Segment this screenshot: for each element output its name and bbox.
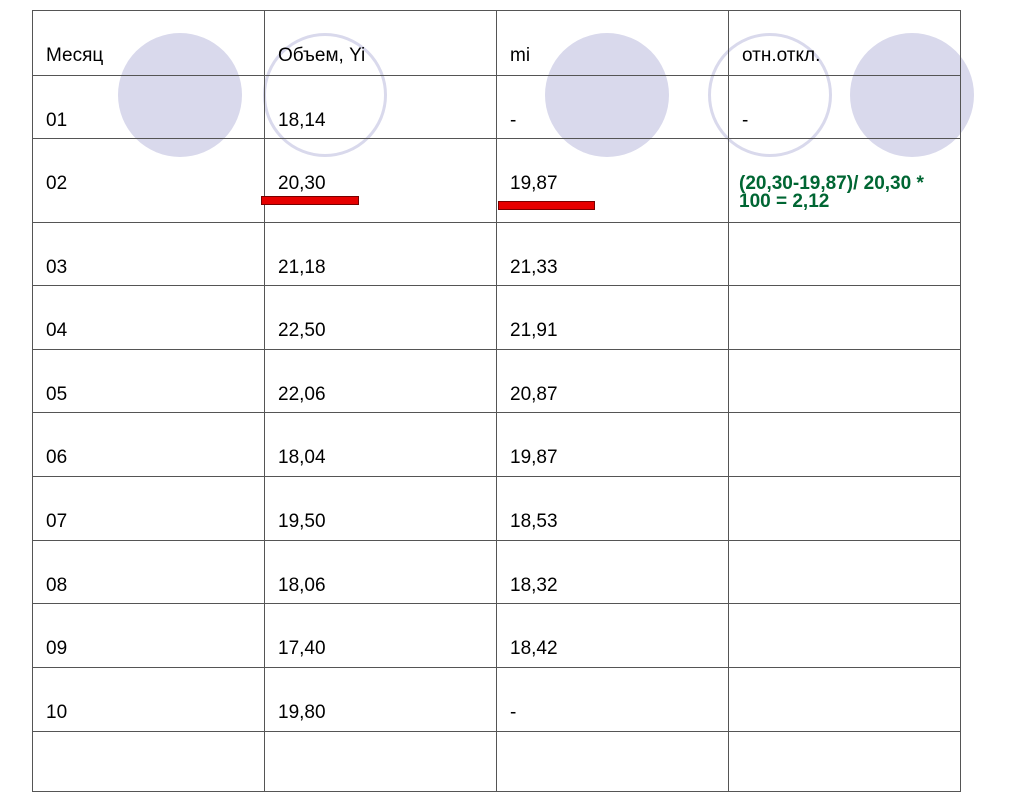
cell-volume: 18,06	[264, 540, 497, 604]
cell-month: 01	[32, 75, 265, 139]
cell-rel-dev	[728, 731, 961, 792]
header-month: Месяц	[32, 10, 265, 76]
header-rel-dev: отн.откл.	[728, 10, 961, 76]
cell-volume: 19,80	[264, 667, 497, 732]
table-row: 02 20,30 19,87 (20,30-19,87)/ 20,30 * 10…	[32, 138, 961, 223]
table-row: 01 18,14 - -	[32, 75, 961, 139]
cell-mi: -	[496, 667, 729, 732]
data-table: Месяц Объем, Yi mi отн.откл. 01 18,14 - …	[32, 10, 961, 792]
cell-volume: 21,18	[264, 222, 497, 286]
cell-volume: 20,30	[264, 138, 497, 223]
cell-month: 09	[32, 603, 265, 668]
cell-month: 03	[32, 222, 265, 286]
red-underline-volume	[261, 196, 359, 205]
cell-rel-dev	[728, 222, 961, 286]
cell-month: 10	[32, 667, 265, 732]
table-row: 08 18,06 18,32	[32, 540, 961, 604]
cell-rel-dev	[728, 540, 961, 604]
header-mi: mi	[496, 10, 729, 76]
cell-volume: 17,40	[264, 603, 497, 668]
cell-rel-dev	[728, 667, 961, 732]
cell-mi: 18,42	[496, 603, 729, 668]
red-underline-mi	[498, 201, 595, 210]
cell-rel-dev	[728, 349, 961, 413]
cell-month: 07	[32, 476, 265, 541]
cell-rel-dev-formula: (20,30-19,87)/ 20,30 * 100 = 2,12	[728, 138, 961, 223]
cell-mi: 18,32	[496, 540, 729, 604]
cell-volume: 18,04	[264, 412, 497, 477]
cell-volume: 19,50	[264, 476, 497, 541]
cell-mi: 19,87	[496, 412, 729, 477]
cell-rel-dev	[728, 285, 961, 350]
cell-volume	[264, 731, 497, 792]
cell-month: 08	[32, 540, 265, 604]
table-row	[32, 731, 961, 792]
cell-rel-dev	[728, 412, 961, 477]
cell-month: 06	[32, 412, 265, 477]
cell-mi	[496, 731, 729, 792]
header-volume: Объем, Yi	[264, 10, 497, 76]
table-row: 10 19,80 -	[32, 667, 961, 732]
cell-volume: 18,14	[264, 75, 497, 139]
cell-month	[32, 731, 265, 792]
table-row: 06 18,04 19,87	[32, 412, 961, 477]
cell-rel-dev	[728, 603, 961, 668]
table-row: 07 19,50 18,53	[32, 476, 961, 541]
cell-mi: 18,53	[496, 476, 729, 541]
table-row: 09 17,40 18,42	[32, 603, 961, 668]
cell-mi: 21,33	[496, 222, 729, 286]
cell-month: 05	[32, 349, 265, 413]
table-row: 04 22,50 21,91	[32, 285, 961, 350]
table-row: 03 21,18 21,33	[32, 222, 961, 286]
table-row: 05 22,06 20,87	[32, 349, 961, 413]
cell-mi: -	[496, 75, 729, 139]
cell-month: 02	[32, 138, 265, 223]
cell-rel-dev	[728, 476, 961, 541]
table-header-row: Месяц Объем, Yi mi отн.откл.	[32, 10, 961, 76]
cell-volume: 22,06	[264, 349, 497, 413]
cell-volume: 22,50	[264, 285, 497, 350]
cell-month: 04	[32, 285, 265, 350]
cell-rel-dev: -	[728, 75, 961, 139]
cell-mi: 20,87	[496, 349, 729, 413]
cell-mi: 21,91	[496, 285, 729, 350]
